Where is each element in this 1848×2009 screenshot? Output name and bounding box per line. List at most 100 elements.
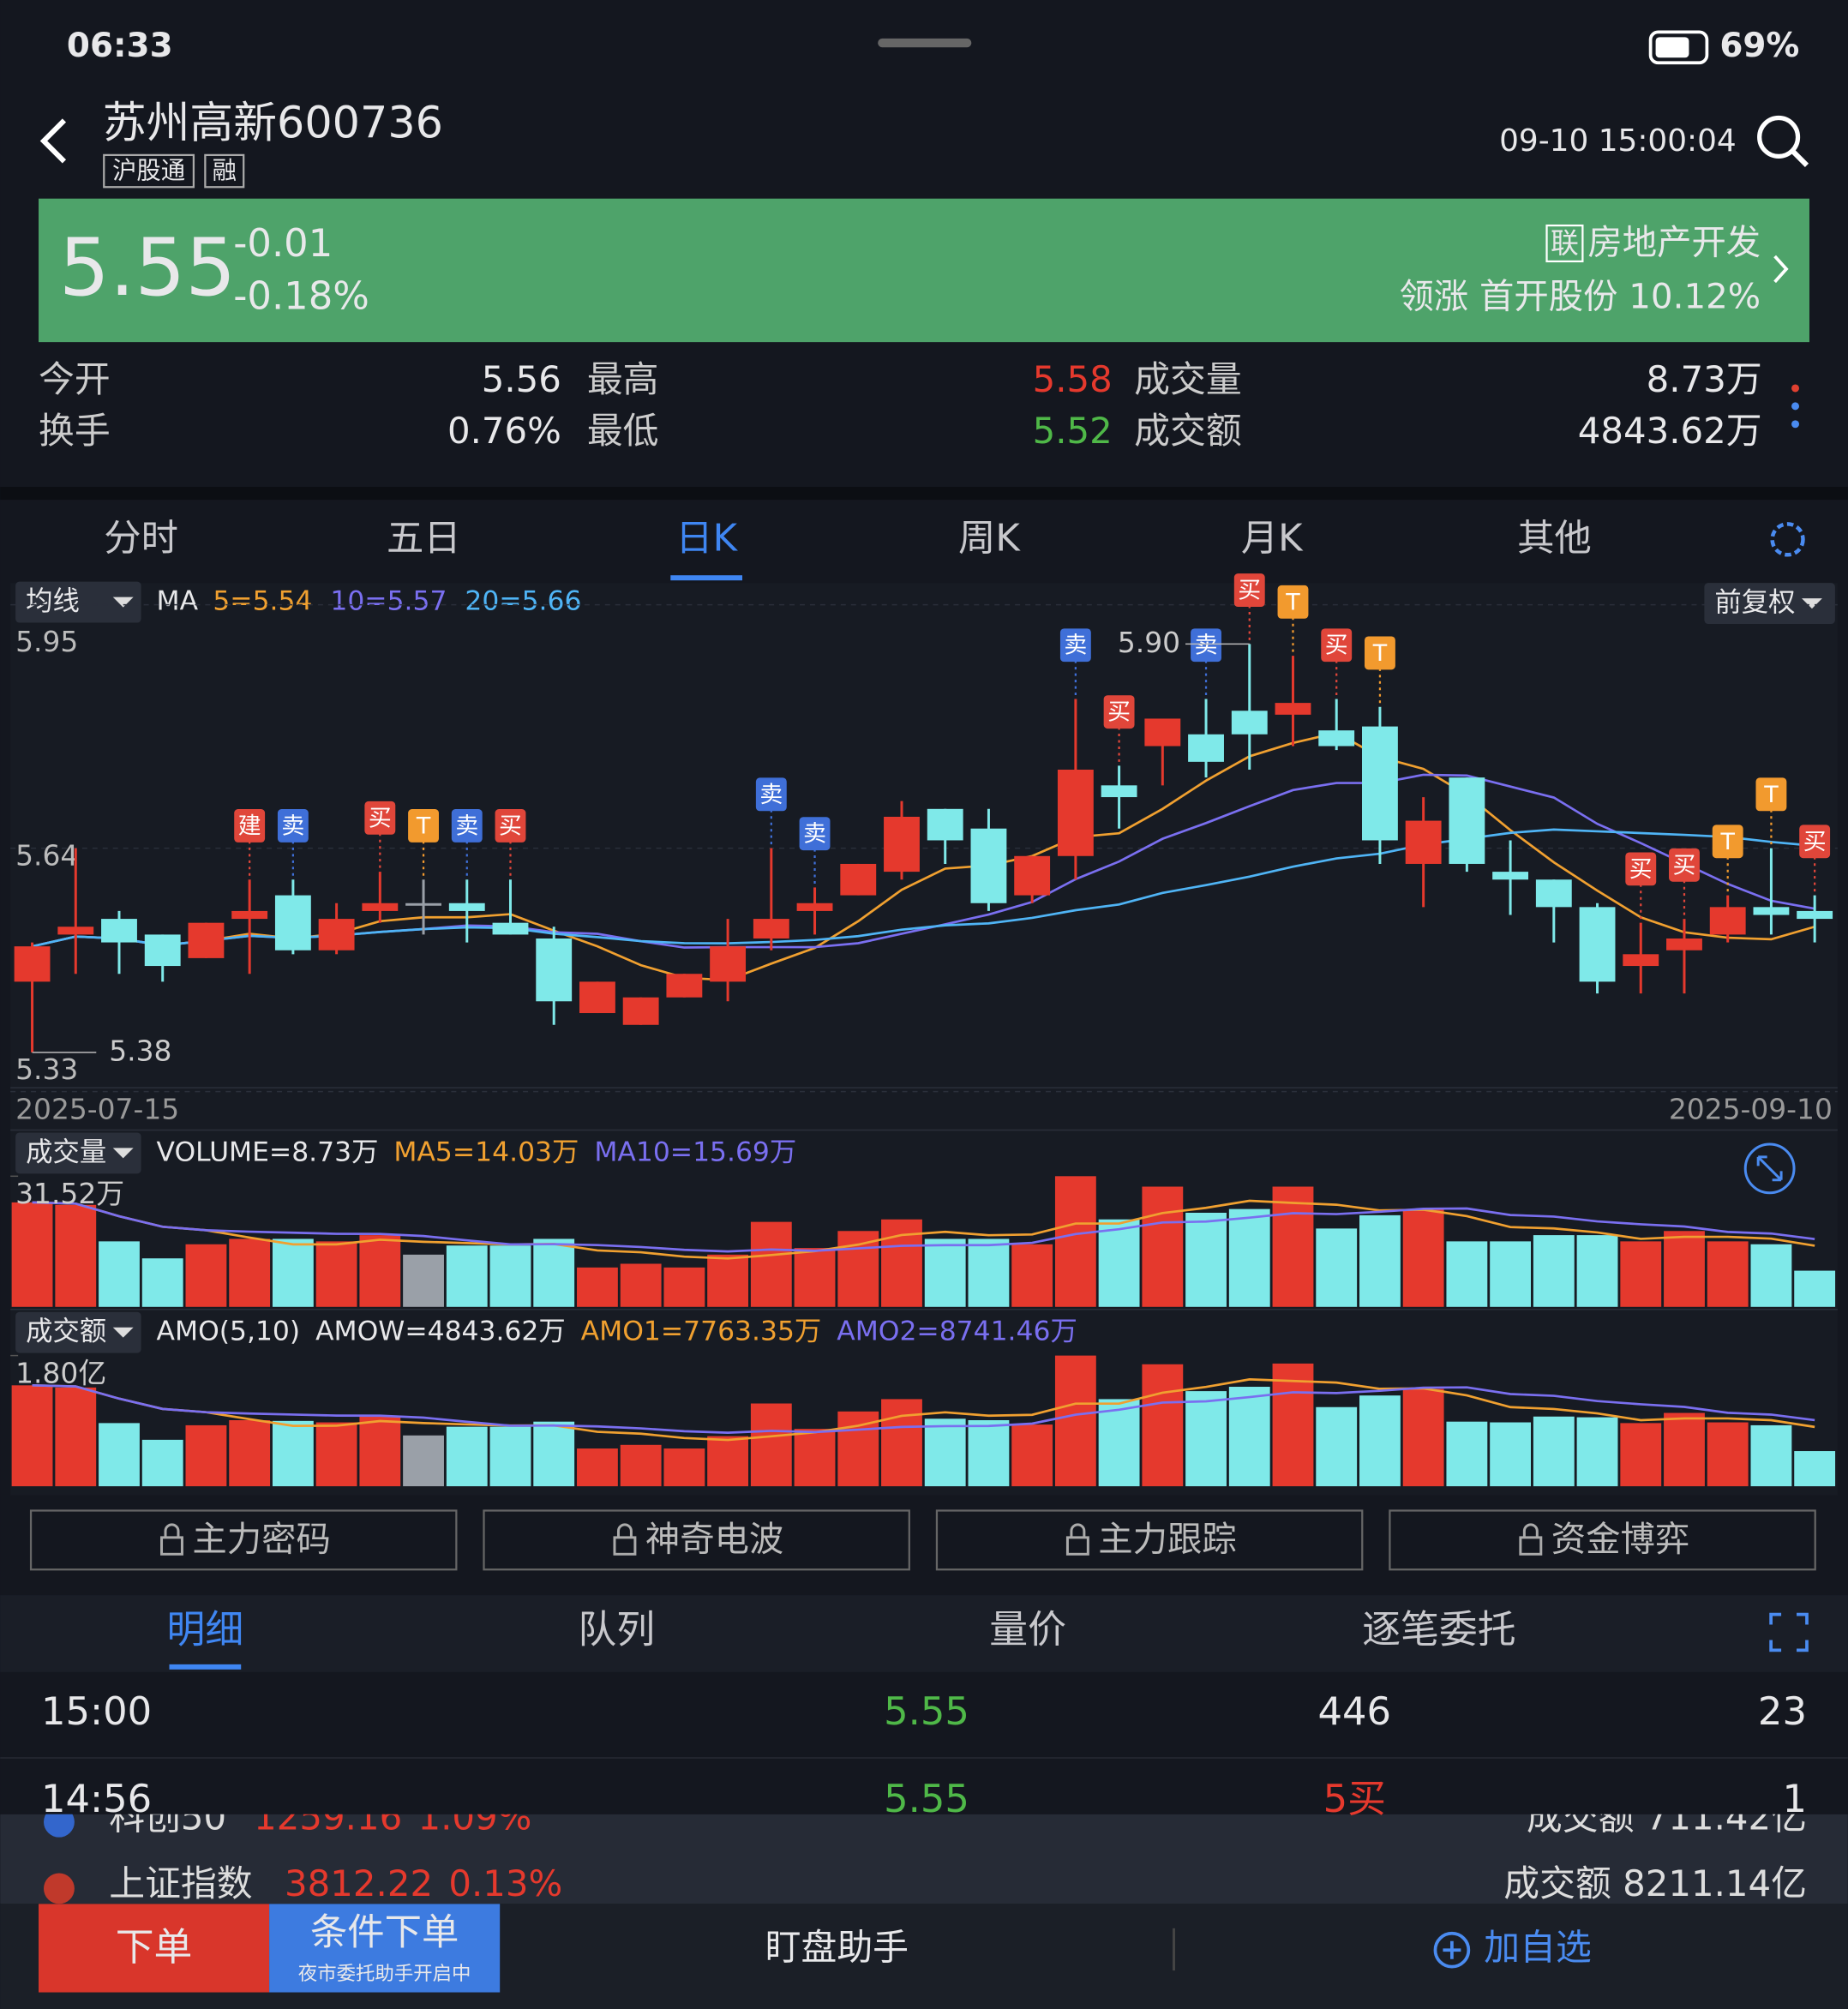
caret bbox=[1802, 598, 1822, 609]
back-button[interactable] bbox=[39, 118, 67, 164]
bar bbox=[707, 1254, 749, 1307]
lock-shackle bbox=[616, 1523, 633, 1538]
detail-cell: 1 bbox=[1782, 1776, 1807, 1821]
bar bbox=[968, 1238, 1010, 1307]
candle-body bbox=[666, 974, 703, 998]
tool-button[interactable] bbox=[1389, 1509, 1816, 1571]
add-watchlist[interactable]: 加自选 bbox=[1484, 1927, 1592, 1969]
period-tab[interactable]: 其他 bbox=[1517, 517, 1592, 560]
bar bbox=[924, 1418, 966, 1487]
bar bbox=[1446, 1421, 1488, 1487]
indicator-select[interactable] bbox=[15, 1132, 141, 1174]
quote-panel bbox=[39, 198, 1809, 343]
tool-button[interactable] bbox=[483, 1509, 910, 1571]
lock-shackle bbox=[1522, 1523, 1539, 1538]
detail: 明细 队列 量价 逐笔委托 bbox=[167, 1607, 1809, 1670]
price: 5.55 bbox=[59, 221, 236, 314]
candle-body bbox=[1144, 718, 1181, 747]
signal-label: T bbox=[416, 813, 431, 839]
tag-box bbox=[204, 153, 245, 189]
candle-body bbox=[1753, 907, 1790, 915]
detail-cell: 15:00 bbox=[41, 1688, 152, 1734]
bar bbox=[99, 1241, 140, 1307]
watch-button[interactable]: 盯盘助手 bbox=[765, 1927, 909, 1969]
search-button[interactable] bbox=[1757, 115, 1801, 159]
bar bbox=[1011, 1244, 1053, 1307]
candle-body bbox=[1188, 734, 1224, 762]
stat-label: 最高 bbox=[587, 358, 659, 400]
signal-label: 卖 bbox=[1064, 633, 1087, 659]
indicator-select[interactable] bbox=[15, 1311, 141, 1353]
candle-body bbox=[101, 919, 137, 943]
y-tick-label: 31.52万 bbox=[15, 1177, 124, 1210]
order-button[interactable] bbox=[39, 1904, 270, 1993]
period-tab[interactable]: 分时 bbox=[104, 517, 178, 560]
bar bbox=[1707, 1241, 1749, 1307]
cond-order-button[interactable] bbox=[269, 1904, 501, 1993]
bar bbox=[446, 1245, 488, 1307]
signal-box bbox=[755, 777, 787, 812]
ticker-name: 上证指数 bbox=[109, 1862, 252, 1904]
detail-cell: 23 bbox=[1758, 1688, 1807, 1734]
order-label: 下单 bbox=[116, 1924, 193, 1970]
tag-box bbox=[103, 153, 195, 189]
bar bbox=[1402, 1388, 1444, 1487]
tool-button[interactable] bbox=[29, 1509, 458, 1571]
ticker-bg bbox=[0, 1814, 1848, 1904]
period-tabs: 分时 五日 日K 周K 月K 其他 bbox=[104, 517, 1592, 581]
stat-value: 5.58 bbox=[1033, 358, 1113, 400]
bar bbox=[403, 1435, 444, 1487]
fullscreen-icon[interactable] bbox=[1769, 1612, 1809, 1652]
period-tab[interactable]: 周K bbox=[958, 517, 1021, 560]
signal-label: 卖 bbox=[1195, 633, 1218, 659]
candle-body bbox=[710, 946, 747, 982]
candle-body bbox=[448, 903, 485, 911]
stat-label: 换手 bbox=[39, 410, 111, 452]
ma-line bbox=[32, 1199, 1815, 1260]
bar bbox=[489, 1245, 531, 1307]
bar bbox=[663, 1267, 705, 1307]
bar bbox=[55, 1387, 97, 1487]
bar bbox=[533, 1421, 575, 1487]
y-tick-label: 5.64 bbox=[15, 839, 78, 873]
ma-line bbox=[32, 1378, 1815, 1442]
signal-label: 买 bbox=[1673, 852, 1696, 879]
detail-tab[interactable]: 队列 bbox=[578, 1607, 655, 1652]
bar bbox=[315, 1422, 357, 1487]
signal-label: 买 bbox=[1238, 578, 1261, 604]
detail-tab[interactable]: 逐笔委托 bbox=[1362, 1607, 1515, 1652]
signal-box bbox=[277, 809, 309, 843]
expand-arrows bbox=[1756, 1155, 1783, 1182]
indicator-select[interactable] bbox=[15, 581, 141, 623]
legend-entry: AMO2=8741.46万 bbox=[837, 1316, 1077, 1347]
battery-text: 69% bbox=[1719, 27, 1799, 65]
settings-button[interactable] bbox=[1770, 522, 1805, 557]
period-tab[interactable]: 日K bbox=[675, 517, 738, 560]
ticker-name: 科创50 bbox=[109, 1796, 226, 1838]
signal-label: 卖 bbox=[803, 821, 826, 848]
detail-tab[interactable]: 量价 bbox=[989, 1607, 1066, 1652]
detail-tab[interactable]: 明细 bbox=[167, 1607, 244, 1652]
bar bbox=[185, 1244, 227, 1307]
bar bbox=[1576, 1235, 1618, 1307]
lock-shackle bbox=[164, 1523, 180, 1538]
expand-button[interactable] bbox=[1743, 1142, 1796, 1195]
bar bbox=[315, 1241, 357, 1307]
stock-title: 苏州高新600736 bbox=[103, 97, 443, 147]
tool-button[interactable] bbox=[935, 1509, 1364, 1571]
bar bbox=[881, 1219, 922, 1307]
period-tab[interactable]: 五日 bbox=[387, 517, 461, 560]
min-label: 5.38 bbox=[109, 1034, 171, 1067]
change: -0.01 bbox=[233, 220, 333, 266]
detail-tabs-bg bbox=[0, 1595, 1848, 1672]
sector[interactable]: 房地产开发 bbox=[1587, 223, 1761, 263]
tab-underline bbox=[670, 575, 743, 581]
period-tab[interactable]: 月K bbox=[1241, 517, 1304, 560]
sector-tag: 联 bbox=[1551, 226, 1579, 260]
bar bbox=[577, 1267, 618, 1307]
candle-body bbox=[1666, 938, 1702, 951]
adjust-select[interactable] bbox=[1704, 583, 1835, 625]
stat-value: 5.52 bbox=[1033, 410, 1113, 452]
more-dot[interactable] bbox=[1791, 384, 1800, 393]
